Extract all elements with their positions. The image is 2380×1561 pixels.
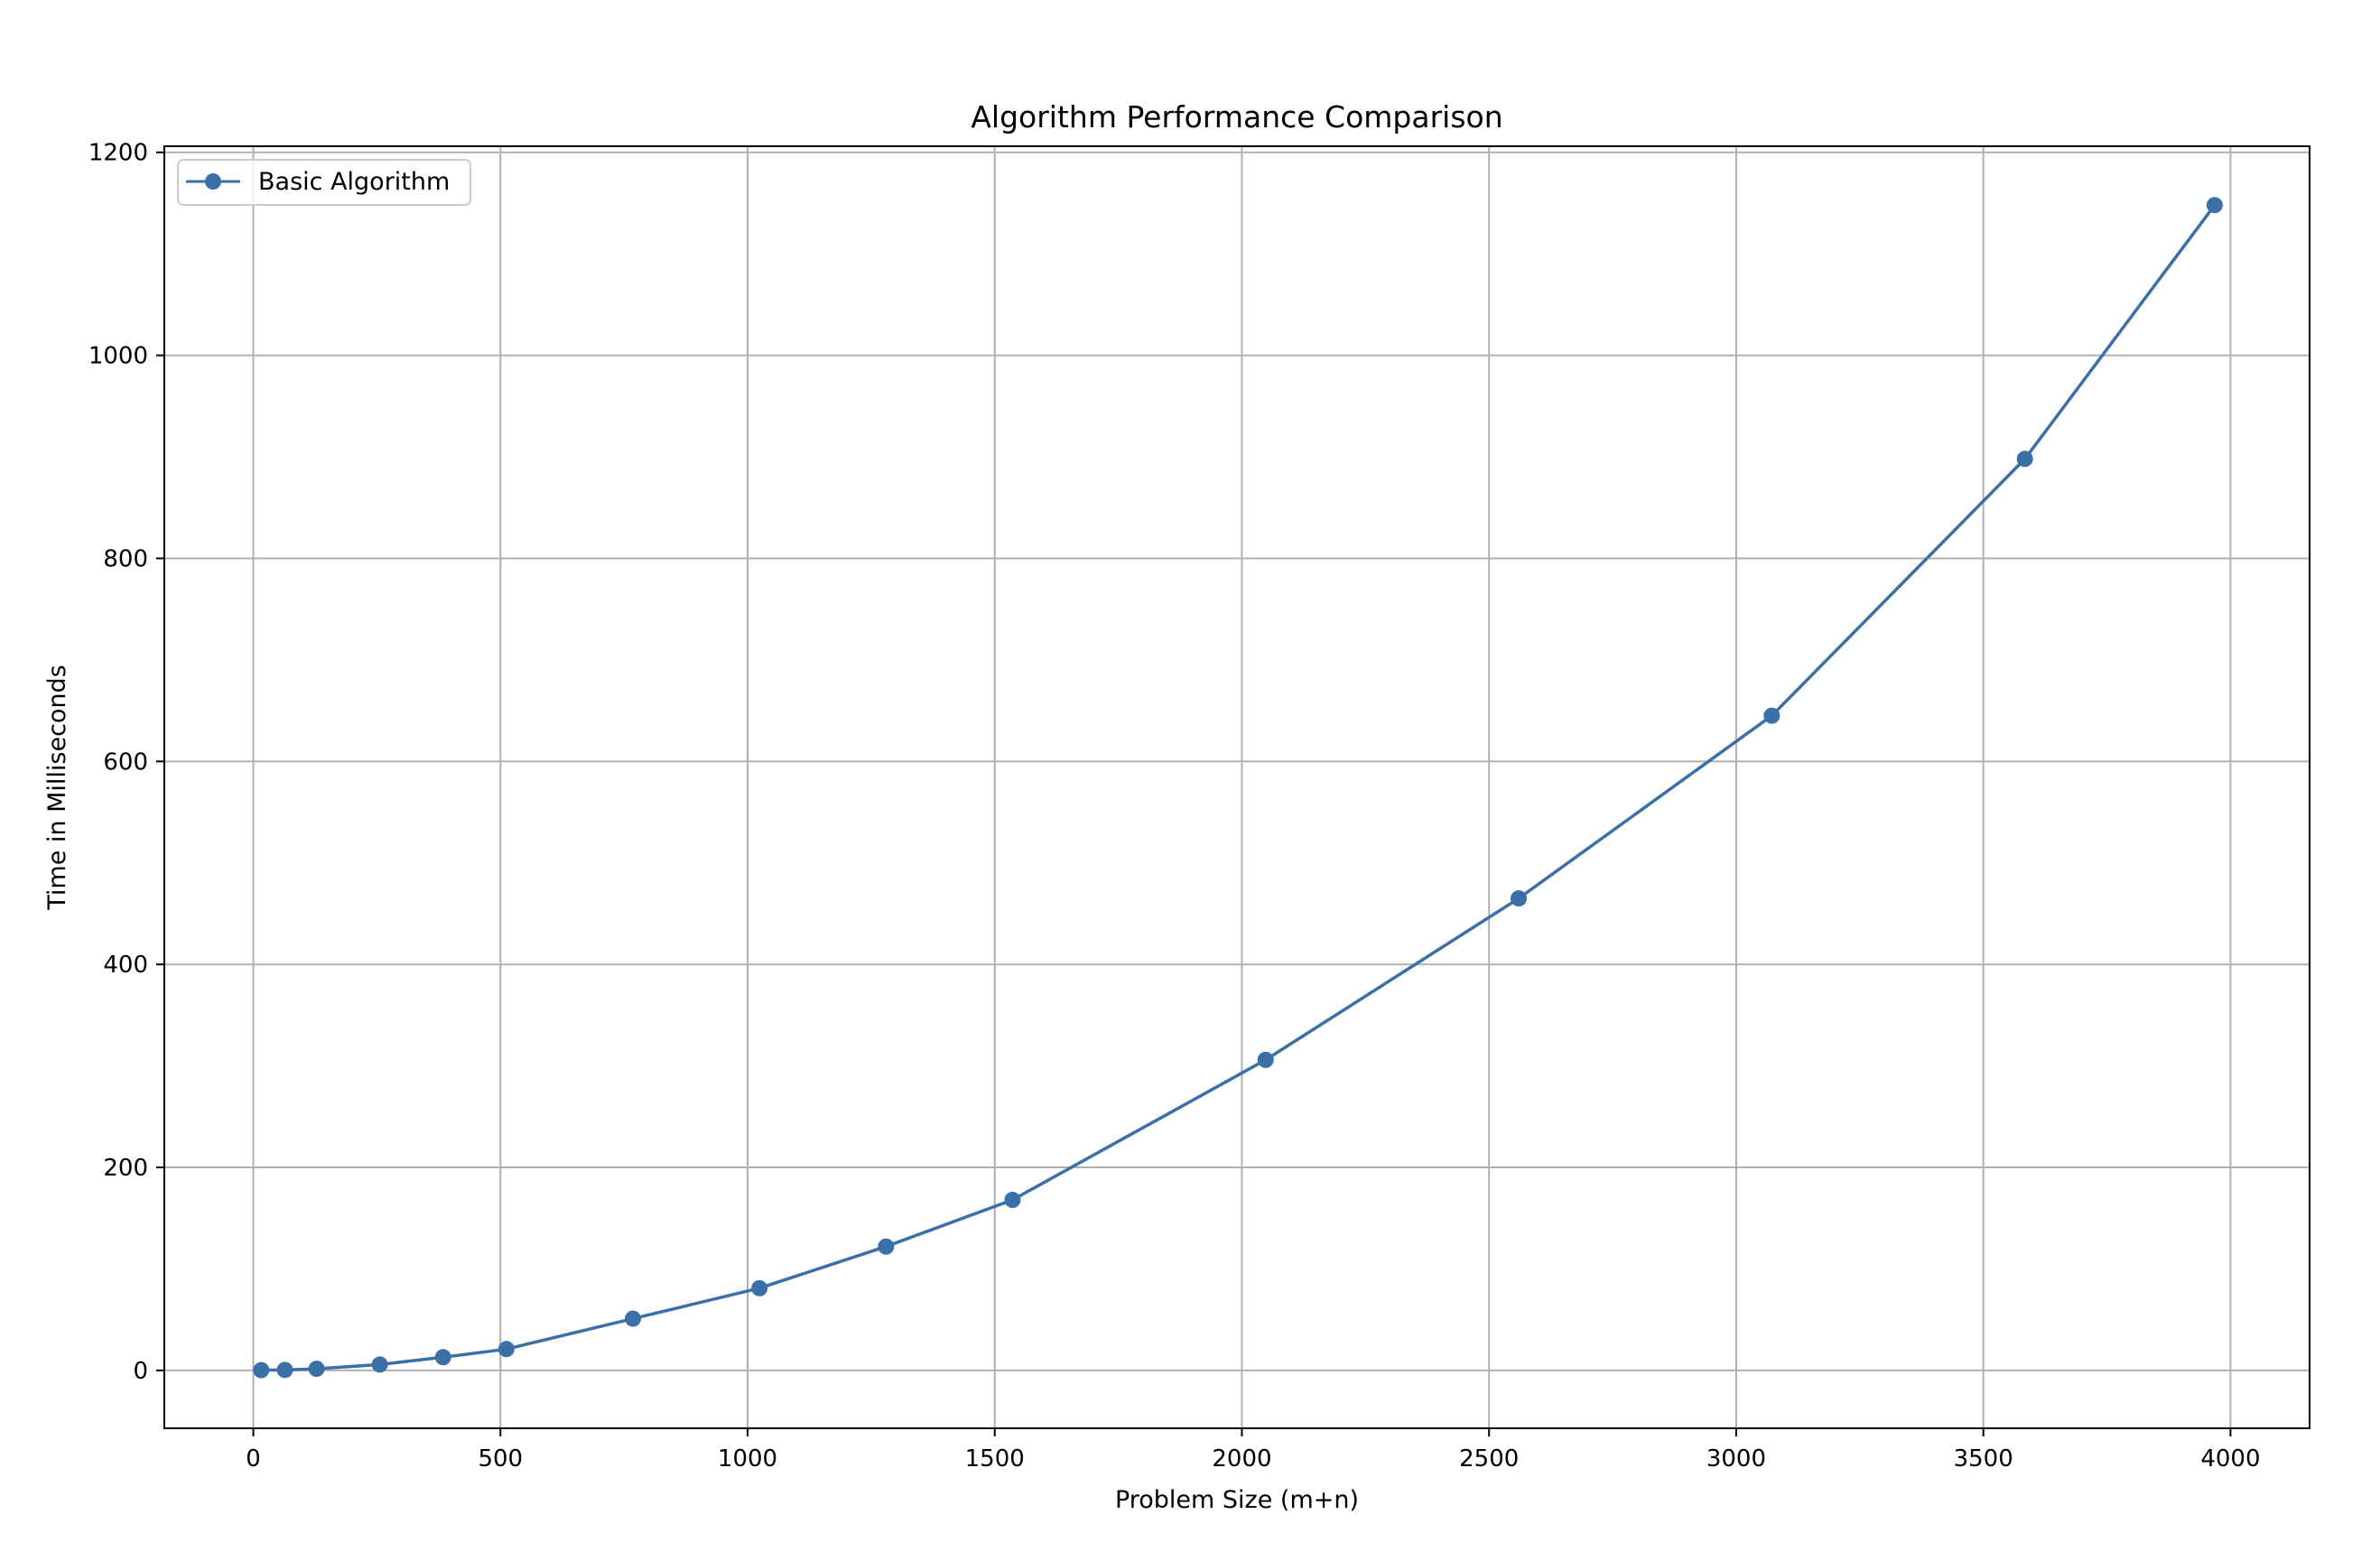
chart-title: Algorithm Performance Comparison bbox=[971, 99, 1502, 135]
legend: Basic Algorithm bbox=[177, 159, 471, 206]
series-layer bbox=[253, 197, 2223, 1379]
y-tick-label-200: 200 bbox=[103, 1155, 148, 1182]
data-point-0-0 bbox=[253, 1361, 270, 1379]
y-axis-label: Time in Milliseconds bbox=[43, 664, 71, 911]
y-tick-label-400: 400 bbox=[103, 952, 148, 979]
y-tick-label-0: 0 bbox=[133, 1358, 148, 1385]
legend-marker-swatch bbox=[205, 173, 221, 190]
x-tick-label-0: 0 bbox=[246, 1445, 261, 1473]
data-point-0-12 bbox=[1763, 707, 1780, 724]
data-point-0-5 bbox=[497, 1341, 515, 1358]
x-tick-label-2000: 2000 bbox=[1212, 1445, 1271, 1473]
data-point-0-10 bbox=[1257, 1051, 1274, 1068]
x-tick-label-1500: 1500 bbox=[965, 1445, 1025, 1473]
x-tick-label-2500: 2500 bbox=[1459, 1445, 1519, 1473]
legend-box bbox=[177, 159, 471, 206]
data-point-0-11 bbox=[1511, 890, 1528, 907]
data-point-0-2 bbox=[308, 1361, 325, 1378]
data-point-0-4 bbox=[434, 1349, 451, 1366]
x-tick-label-4000: 4000 bbox=[2200, 1445, 2260, 1473]
y-tick-label-1200: 1200 bbox=[88, 140, 148, 167]
grid-lines bbox=[164, 146, 2310, 1428]
x-tick-label-3500: 3500 bbox=[1954, 1445, 2013, 1473]
x-axis-label: Problem Size (m+n) bbox=[1115, 1486, 1359, 1514]
data-point-0-1 bbox=[276, 1361, 293, 1379]
data-point-0-7 bbox=[751, 1279, 768, 1296]
axis-ticks: 0 500 1000 1500 2000 2500 3000 3500 4000 0 200 400 6… bbox=[88, 140, 2261, 1473]
data-point-0-3 bbox=[371, 1356, 388, 1373]
plot-frame bbox=[163, 145, 2310, 1429]
y-tick-label-1000: 1000 bbox=[88, 343, 148, 370]
data-point-0-6 bbox=[624, 1310, 641, 1327]
legend-entry-basic-algorithm: Basic Algorithm bbox=[258, 168, 450, 196]
y-tick-label-800: 800 bbox=[103, 545, 148, 572]
x-tick-label-3000: 3000 bbox=[1706, 1445, 1766, 1473]
x-tick-label-500: 500 bbox=[478, 1445, 523, 1473]
data-point-0-13 bbox=[2016, 451, 2033, 468]
x-tick-label-1000: 1000 bbox=[718, 1445, 777, 1473]
y-tick-label-600: 600 bbox=[103, 748, 148, 776]
data-point-0-9 bbox=[1004, 1192, 1021, 1209]
data-point-0-14 bbox=[2206, 197, 2223, 214]
data-point-0-8 bbox=[878, 1238, 895, 1255]
